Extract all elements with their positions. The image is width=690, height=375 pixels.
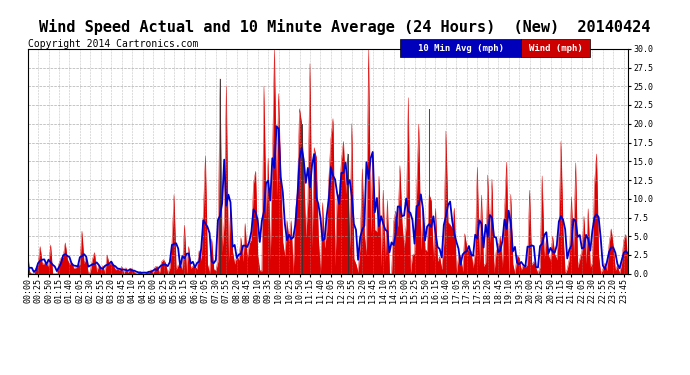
Text: 10 Min Avg (mph): 10 Min Avg (mph)	[417, 44, 504, 53]
Text: Copyright 2014 Cartronics.com: Copyright 2014 Cartronics.com	[28, 39, 198, 50]
Text: Wind (mph): Wind (mph)	[529, 44, 582, 53]
Text: Wind Speed Actual and 10 Minute Average (24 Hours)  (New)  20140424: Wind Speed Actual and 10 Minute Average …	[39, 19, 651, 35]
